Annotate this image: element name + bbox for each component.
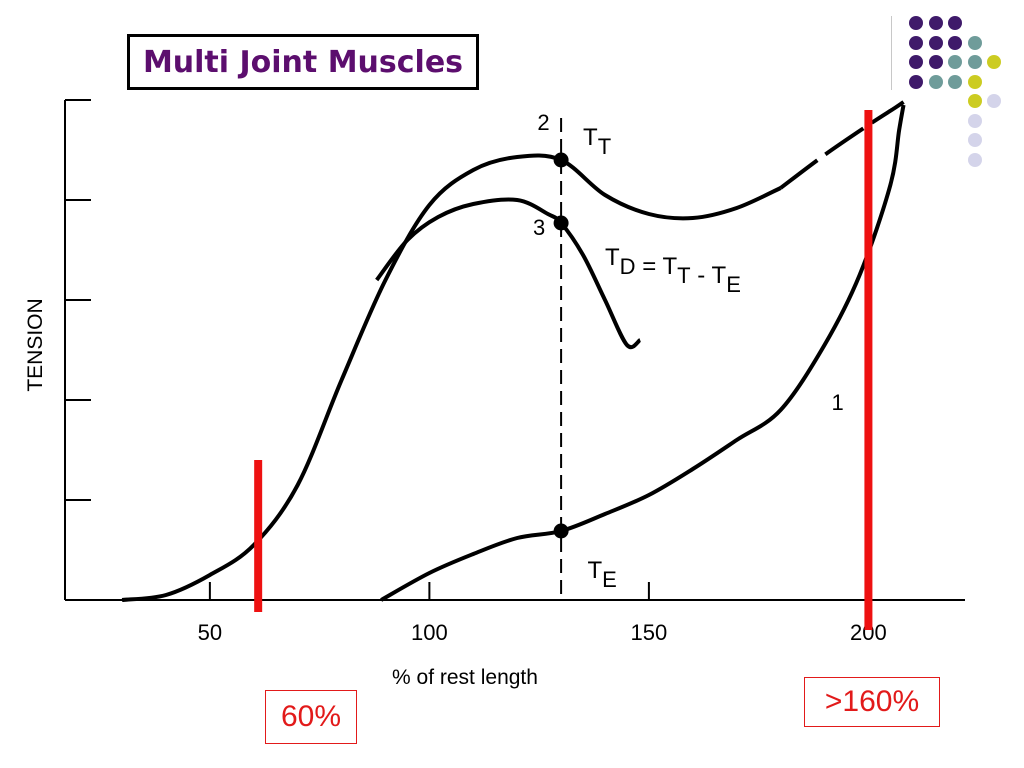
- series-3-line: [375, 197, 642, 350]
- annotation-2: TD = TT - TE: [605, 244, 741, 297]
- x-tick-label-150: 150: [631, 620, 668, 645]
- point-TD: [553, 215, 569, 231]
- series-2-line: [121, 153, 782, 602]
- percent-box-60: 60%: [265, 690, 357, 744]
- annotation-3: TE: [587, 557, 616, 592]
- slide-title: Multi Joint Muscles: [142, 44, 464, 80]
- series-1-line: [380, 104, 906, 602]
- chart-labels: 1 2 3 TT TD = TT - TE TE: [533, 110, 844, 592]
- annotation-1: TT: [583, 124, 611, 159]
- series-2-label: 2: [537, 110, 549, 135]
- series-2-dashed-line: [779, 100, 905, 190]
- chart-markers: [254, 110, 873, 630]
- percent-label-60: 60%: [280, 700, 342, 733]
- percent-label-160: >160%: [824, 685, 920, 718]
- y-axis-label: TENSION: [24, 298, 47, 391]
- series-1-label: 1: [832, 390, 844, 415]
- point-TE: [553, 523, 569, 539]
- slide-title-box: Multi Joint Muscles: [127, 34, 479, 90]
- x-axis-label: % of rest length: [392, 666, 538, 689]
- x-tick-label-50: 50: [198, 620, 222, 645]
- point-TT: [553, 152, 569, 168]
- percent-box-160: >160%: [804, 677, 940, 727]
- corner-divider-line: [891, 16, 892, 90]
- chart-curves: [121, 100, 906, 602]
- x-tick-label-100: 100: [411, 620, 448, 645]
- series-3-label: 3: [533, 215, 545, 240]
